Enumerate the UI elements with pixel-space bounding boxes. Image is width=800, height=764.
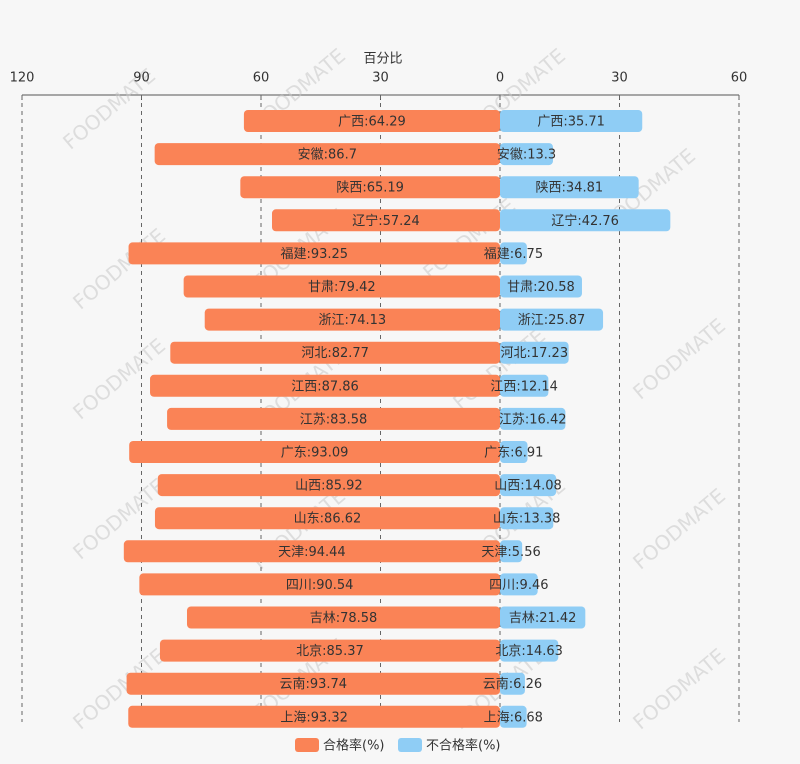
bar xyxy=(500,308,604,331)
x-tick-label: 30 xyxy=(611,71,628,86)
data-label: 浙江:25.87 xyxy=(518,313,586,328)
data-label: 甘肃:20.58 xyxy=(507,280,575,295)
bar xyxy=(154,143,500,166)
bar xyxy=(500,176,639,199)
data-label: 吉林:78.58 xyxy=(310,611,378,626)
data-label: 浙江:74.13 xyxy=(319,313,387,328)
bar xyxy=(154,507,500,530)
data-label: 山西:85.92 xyxy=(295,479,363,494)
data-label: 山东:13.38 xyxy=(493,512,561,527)
data-label: 江苏:83.58 xyxy=(300,411,368,427)
watermark: FOODMATE xyxy=(628,313,730,404)
data-label: 河北:82.77 xyxy=(301,346,369,361)
bar xyxy=(500,705,527,728)
data-label: 云南:93.74 xyxy=(279,676,347,692)
bar xyxy=(129,441,500,463)
bar xyxy=(150,374,500,397)
data-label: 吉林:21.42 xyxy=(509,611,577,626)
data-label: 辽宁:42.76 xyxy=(551,213,619,229)
bar xyxy=(500,341,569,364)
bar xyxy=(271,209,500,232)
bar xyxy=(500,143,553,166)
legend-swatch xyxy=(398,738,422,752)
bar xyxy=(204,308,500,331)
data-label: 上海:93.32 xyxy=(280,710,348,725)
bar xyxy=(500,209,671,232)
bar xyxy=(500,474,557,497)
bar xyxy=(128,242,500,265)
bar xyxy=(500,374,549,397)
data-label: 福建:93.25 xyxy=(280,247,348,262)
legend-label: 不合格率(%) xyxy=(426,738,501,754)
data-label: 广东:6.91 xyxy=(484,446,543,461)
bar xyxy=(126,672,501,695)
bar xyxy=(500,507,554,530)
data-label: 广西:35.71 xyxy=(537,115,605,130)
bar xyxy=(500,606,586,629)
bar xyxy=(128,705,500,728)
bar xyxy=(157,474,500,497)
legend-swatch xyxy=(295,738,319,752)
bar xyxy=(500,441,528,463)
data-label: 河北:17.23 xyxy=(501,346,569,361)
bar xyxy=(500,407,566,430)
bar xyxy=(500,540,523,563)
bar xyxy=(500,275,582,298)
data-label: 陕西:34.81 xyxy=(536,181,604,196)
bar xyxy=(500,672,525,695)
axis-title: 百分比 xyxy=(363,52,402,67)
data-label: 安徽:13.3 xyxy=(497,148,556,163)
bar xyxy=(159,639,500,662)
data-label: 山东:86.62 xyxy=(294,512,362,527)
bar xyxy=(123,540,501,563)
watermark: FOODMATE xyxy=(628,483,730,574)
bar xyxy=(240,176,500,199)
data-label: 江西:87.86 xyxy=(291,379,359,394)
data-label: 北京:14.63 xyxy=(495,644,563,659)
x-tick-label: 60 xyxy=(731,71,748,86)
bar xyxy=(243,110,500,132)
data-label: 北京:85.37 xyxy=(296,644,364,659)
data-label: 江苏:16.42 xyxy=(499,411,567,427)
data-label: 上海:6.68 xyxy=(484,710,543,725)
data-label: 云南:6.26 xyxy=(483,676,542,692)
watermark: FOODMATE xyxy=(418,193,520,284)
data-label: 甘肃:79.42 xyxy=(308,280,376,295)
bar xyxy=(500,573,538,596)
data-label: 江西:12.14 xyxy=(490,379,558,394)
bar xyxy=(170,341,500,364)
x-tick-label: 90 xyxy=(133,71,150,86)
bar xyxy=(186,606,500,629)
bar xyxy=(139,573,500,596)
data-label: 四川:90.54 xyxy=(286,578,354,593)
bar xyxy=(167,407,500,430)
x-tick-label: 30 xyxy=(372,71,389,86)
bar xyxy=(500,110,643,132)
bar xyxy=(500,639,559,662)
data-label: 安徽:86.7 xyxy=(298,148,357,163)
data-label: 天津:94.44 xyxy=(278,545,346,560)
data-label: 辽宁:57.24 xyxy=(352,213,420,229)
data-label: 四川:9.46 xyxy=(489,578,548,593)
bar xyxy=(183,275,500,298)
data-label: 广西:64.29 xyxy=(338,115,406,130)
x-tick-label: 0 xyxy=(496,71,504,86)
legend-label: 合格率(%) xyxy=(323,738,385,754)
data-label: 天津:5.56 xyxy=(481,545,540,560)
data-label: 广东:93.09 xyxy=(281,446,349,461)
x-tick-label: 60 xyxy=(253,71,270,86)
watermark: FOODMATE xyxy=(628,643,730,734)
data-label: 陕西:65.19 xyxy=(336,181,404,196)
watermark: FOODMATE xyxy=(448,323,550,414)
data-label: 山西:14.08 xyxy=(494,479,562,494)
watermark: FOODMATE xyxy=(68,223,170,314)
data-label: 福建:6.75 xyxy=(484,247,543,262)
x-tick-label: 120 xyxy=(10,71,35,86)
bar xyxy=(500,242,527,265)
